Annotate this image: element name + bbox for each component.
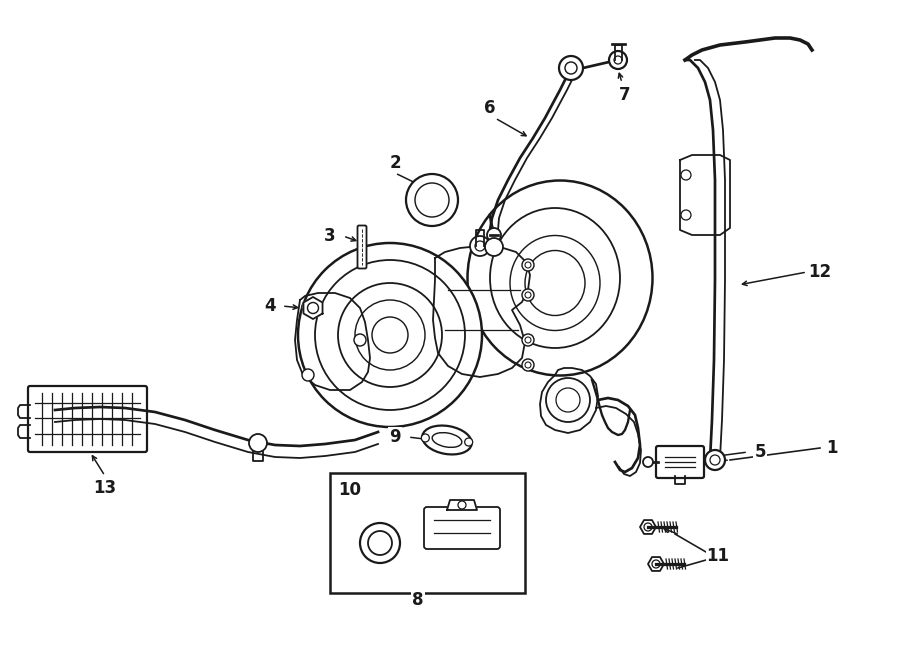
Text: 8: 8 bbox=[412, 591, 424, 609]
Circle shape bbox=[485, 238, 503, 256]
Text: 5: 5 bbox=[754, 443, 766, 461]
Ellipse shape bbox=[422, 426, 472, 455]
Text: 6: 6 bbox=[484, 99, 496, 117]
FancyBboxPatch shape bbox=[424, 507, 500, 549]
Circle shape bbox=[522, 334, 534, 346]
Circle shape bbox=[298, 243, 482, 427]
Text: 7: 7 bbox=[619, 86, 631, 104]
Circle shape bbox=[609, 51, 627, 69]
FancyBboxPatch shape bbox=[28, 386, 147, 452]
Circle shape bbox=[368, 531, 392, 555]
Circle shape bbox=[464, 438, 473, 446]
Circle shape bbox=[360, 523, 400, 563]
Circle shape bbox=[421, 434, 429, 442]
Circle shape bbox=[546, 378, 590, 422]
Circle shape bbox=[458, 501, 466, 509]
Polygon shape bbox=[648, 557, 664, 571]
Circle shape bbox=[705, 450, 725, 470]
Circle shape bbox=[354, 334, 366, 346]
Text: 13: 13 bbox=[94, 479, 117, 497]
Circle shape bbox=[522, 359, 534, 371]
Ellipse shape bbox=[432, 433, 462, 447]
Circle shape bbox=[302, 369, 314, 381]
Polygon shape bbox=[303, 297, 322, 319]
Ellipse shape bbox=[467, 180, 652, 375]
FancyBboxPatch shape bbox=[357, 225, 366, 268]
Circle shape bbox=[249, 434, 267, 452]
Text: 11: 11 bbox=[706, 547, 730, 565]
Polygon shape bbox=[447, 500, 477, 510]
Text: 9: 9 bbox=[389, 428, 400, 446]
Circle shape bbox=[681, 170, 691, 180]
Circle shape bbox=[522, 289, 534, 301]
Circle shape bbox=[522, 259, 534, 271]
FancyBboxPatch shape bbox=[656, 446, 704, 478]
Circle shape bbox=[302, 301, 314, 313]
Polygon shape bbox=[640, 520, 656, 534]
Circle shape bbox=[470, 236, 490, 256]
Circle shape bbox=[415, 183, 449, 217]
Text: 10: 10 bbox=[338, 481, 362, 499]
Circle shape bbox=[643, 457, 653, 467]
Text: 4: 4 bbox=[265, 297, 275, 315]
Circle shape bbox=[406, 174, 458, 226]
Text: 1: 1 bbox=[826, 439, 838, 457]
Text: 2: 2 bbox=[389, 154, 400, 172]
Circle shape bbox=[487, 228, 501, 242]
Bar bbox=[330, 473, 525, 593]
Circle shape bbox=[681, 210, 691, 220]
Text: 3: 3 bbox=[324, 227, 336, 245]
Circle shape bbox=[559, 56, 583, 80]
Text: 12: 12 bbox=[808, 263, 832, 281]
